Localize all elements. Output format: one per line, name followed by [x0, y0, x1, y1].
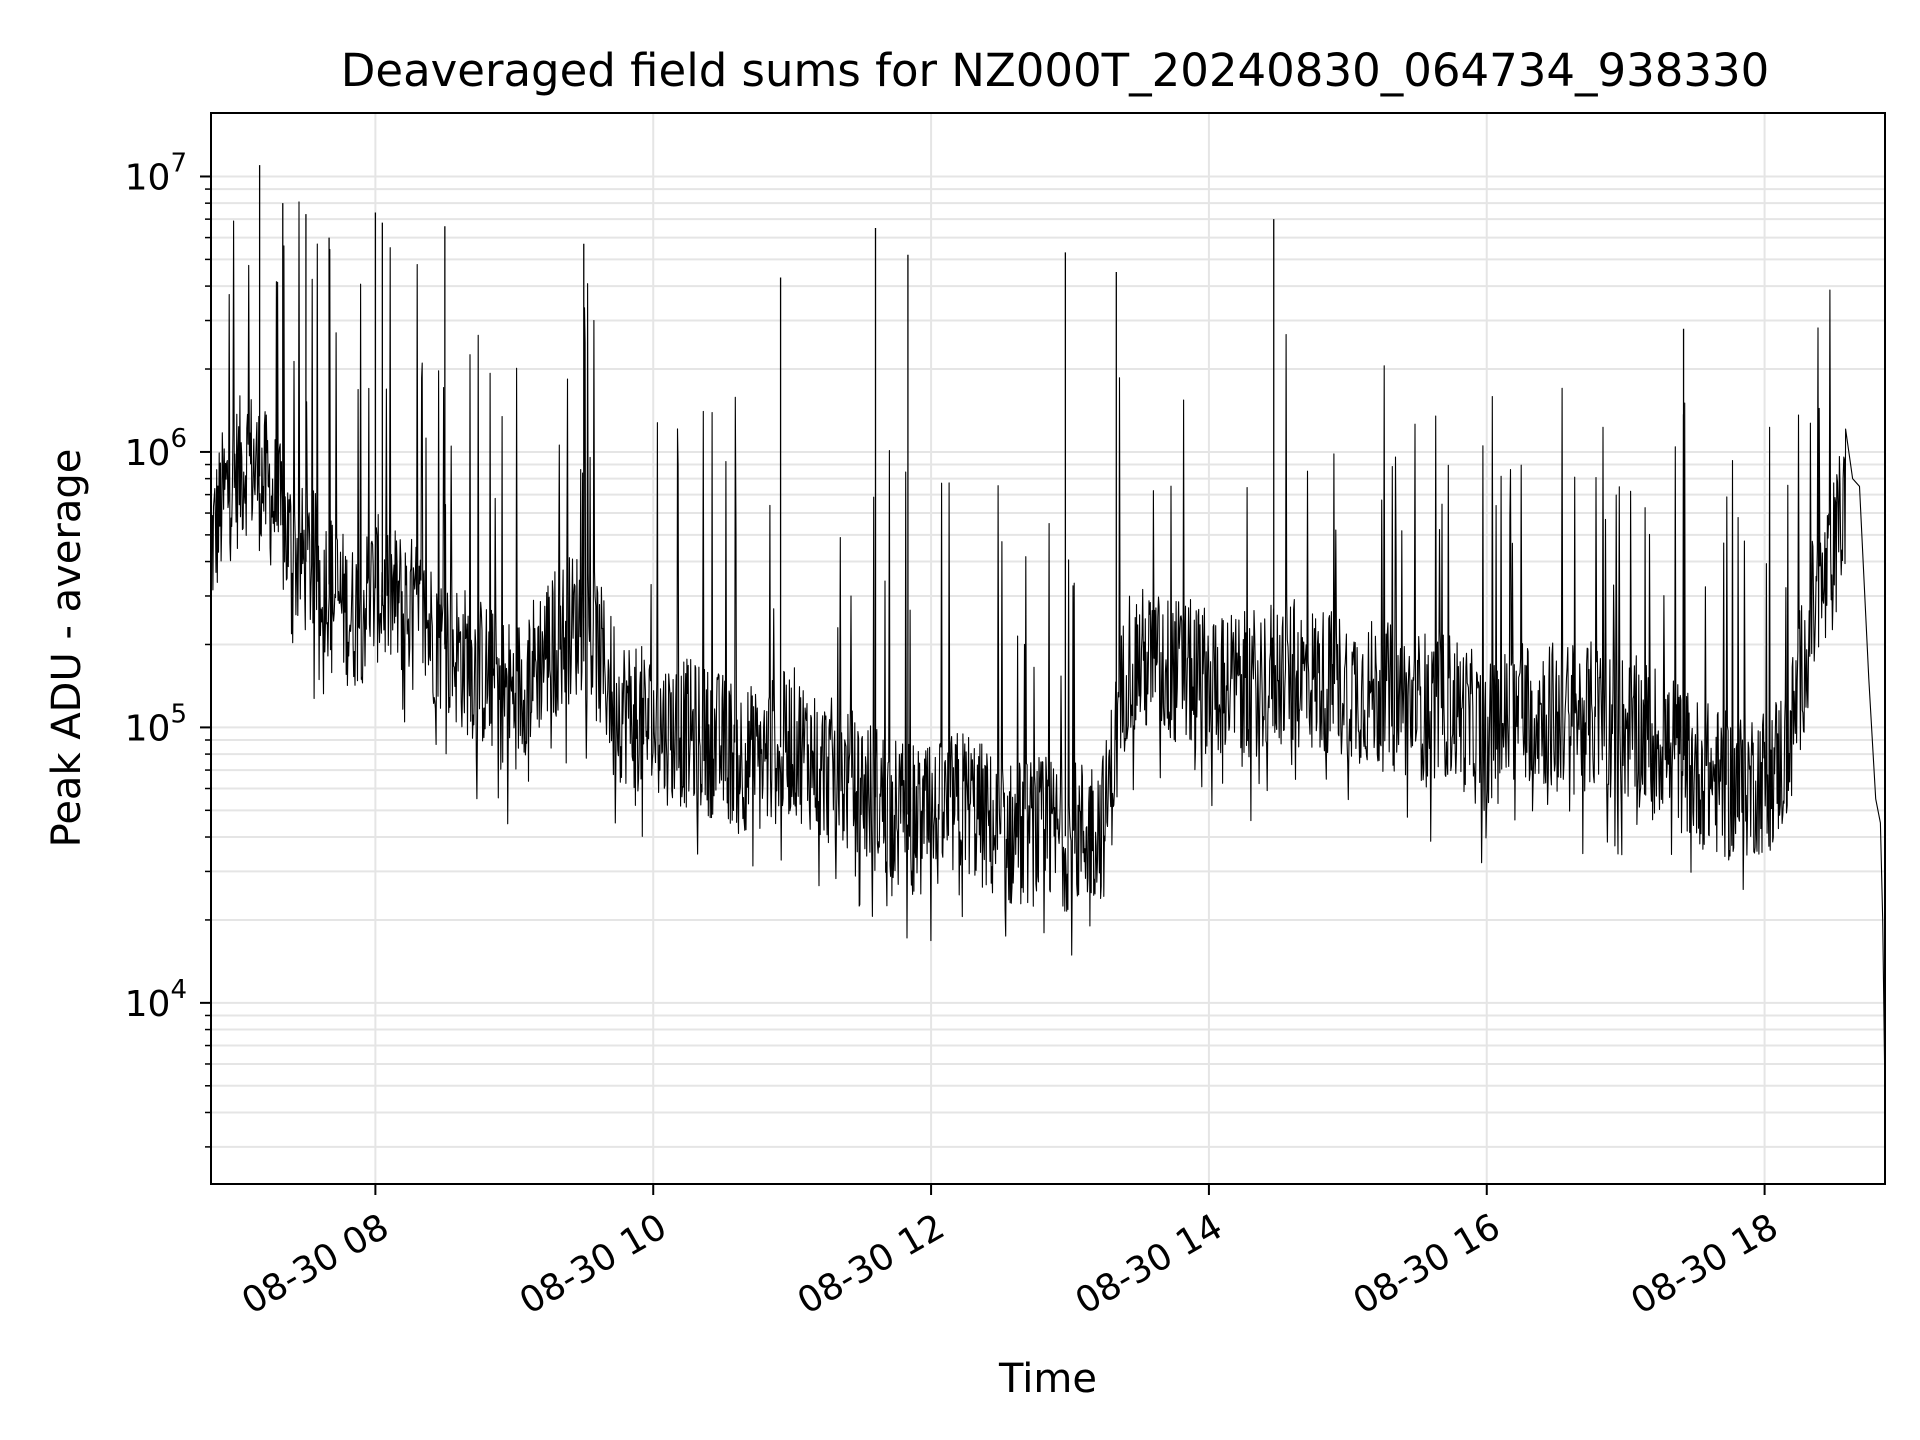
x-axis-label: Time	[998, 1356, 1097, 1402]
y-tick-label: 104	[125, 975, 187, 1025]
y-axis-label: Peak ADU - average	[44, 449, 90, 848]
series-line	[210, 201, 1886, 1099]
plot-frame	[210, 112, 1886, 1185]
y-tick-label: 106	[125, 424, 187, 474]
data-layer	[210, 165, 1886, 1099]
y-tick-label: 107	[125, 148, 187, 198]
y-tick-label: 105	[125, 699, 187, 749]
chart-title: Deaveraged field sums for NZ000T_2024083…	[341, 44, 1770, 97]
